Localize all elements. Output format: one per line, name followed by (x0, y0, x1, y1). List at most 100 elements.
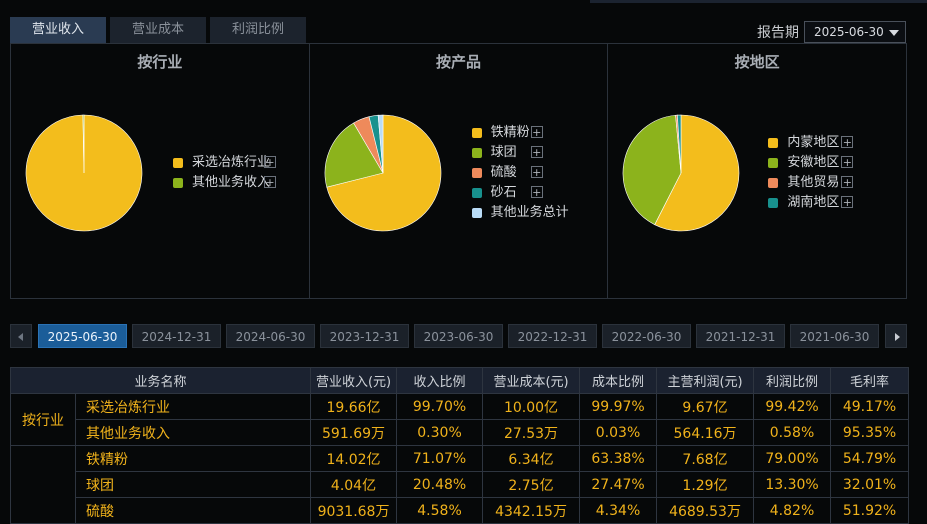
pie-slice-1[interactable] (82, 114, 85, 174)
panel-by-product: 按产品 铁精粉 + 球团 + 硫酸 + 砂石 + 其他业务总计 (310, 44, 609, 298)
table-cell: 0.03% (579, 419, 658, 446)
table-cell: 51.92% (830, 497, 910, 524)
date-button[interactable]: 2023-12-31 (320, 324, 409, 348)
table-cell: 0.58% (753, 419, 832, 446)
chevron-right-icon (895, 333, 900, 341)
table-cell: 20.48% (396, 471, 484, 498)
legend-swatch (471, 148, 482, 158)
table-cell: 54.79% (830, 445, 910, 472)
date-button[interactable]: 2021-06-30 (790, 324, 879, 348)
date-button[interactable]: 2024-12-31 (132, 324, 221, 348)
legend-label: 内蒙地区 (787, 135, 840, 150)
legend-label: 采选冶炼行业 (192, 155, 271, 170)
date-button[interactable]: 2023-06-30 (414, 324, 503, 348)
legend-swatch (173, 178, 183, 188)
pie-chart-region (623, 114, 740, 232)
table-cell: 4342.15万 (482, 497, 581, 524)
legend-swatch (768, 198, 779, 208)
table-cell: 13.30% (753, 471, 832, 498)
table-cell: 19.66亿 (310, 393, 398, 420)
column-header: 营业收入(元) (310, 367, 398, 394)
report-date-strip: 2025-06-30 2024-12-31 2024-06-30 2023-12-31… (10, 324, 907, 348)
chevron-left-icon (18, 333, 23, 341)
table-cell: 0.30% (396, 419, 484, 446)
table-cell: 63.38% (579, 445, 658, 472)
legend-swatch (768, 138, 779, 148)
pie-slice-0[interactable] (654, 114, 740, 232)
table-row: 铁精粉 14.02亿 71.07% 6.34亿 63.38% 7.68亿 79.00% 54.… (10, 445, 910, 524)
expand-plus-icon[interactable]: + (530, 166, 543, 179)
panel-by-industry: 按行业 采选冶炼行业 + 其他业务收入 + (11, 44, 310, 298)
row-group-label: 按行业 (10, 393, 76, 446)
table-cell: 4.58% (396, 497, 484, 524)
table-cell: 4689.53万 (656, 497, 755, 524)
expand-plus-icon[interactable]: + (530, 146, 543, 159)
legend-swatch (768, 178, 779, 188)
prev-dates-button[interactable] (10, 324, 32, 348)
table-cell: 4.04亿 (310, 471, 398, 498)
business-name-cell: 其他业务收入 (74, 419, 312, 446)
legend-label: 铁精粉 (490, 125, 530, 140)
legend-swatch (768, 158, 779, 168)
pie-slice-1[interactable] (324, 122, 384, 188)
expand-plus-icon[interactable]: + (841, 196, 854, 209)
next-dates-button[interactable] (885, 324, 907, 348)
column-header: 成本比例 (579, 367, 658, 394)
legend-label: 其他业务收入 (192, 175, 271, 190)
expand-plus-icon[interactable]: + (841, 176, 854, 189)
table-cell: 4.82% (753, 497, 832, 524)
table-cell: 79.00% (753, 445, 832, 472)
legend-swatch (173, 158, 183, 168)
business-name-cell: 采选冶炼行业 (74, 393, 312, 420)
report-period-select[interactable]: 2025-06-30 (804, 21, 906, 43)
table-cell: 9.67亿 (656, 393, 755, 420)
legend-label: 其他业务总计 (490, 205, 569, 220)
legend-label: 球团 (490, 145, 517, 160)
date-button[interactable]: 2022-06-30 (602, 324, 691, 348)
table-cell: 49.17% (830, 393, 910, 420)
pie-slice-0[interactable] (326, 114, 441, 232)
column-header: 业务名称 (9, 367, 312, 394)
pie-slice-3[interactable] (677, 114, 682, 174)
tab-bar: 营业收入 营业成本 利润比例 (10, 17, 306, 43)
business-name-cell: 球团 (74, 471, 312, 498)
table-cell: 9031.68万 (310, 497, 398, 524)
legend-swatch (471, 128, 482, 138)
table-cell: 99.70% (396, 393, 484, 420)
legend-label: 湖南地区 (787, 195, 840, 210)
table-row: 球团 4.04亿 20.48% 2.75亿 27.47% 1.29亿 13.30% 32.01… (11, 471, 910, 498)
date-button[interactable]: 2024-06-30 (226, 324, 315, 348)
expand-plus-icon[interactable]: + (530, 126, 543, 139)
pie-slice-4[interactable] (377, 114, 383, 174)
tab-revenue[interactable]: 营业收入 (10, 17, 106, 43)
tab-cost[interactable]: 营业成本 (110, 17, 206, 43)
pie-title: 按产品 (436, 53, 482, 71)
date-button[interactable]: 2022-12-31 (508, 324, 597, 348)
chevron-down-icon (889, 30, 899, 36)
column-header: 营业成本(元) (482, 367, 581, 394)
pie-title: 按地区 (734, 53, 780, 71)
legend-swatch (471, 188, 482, 198)
expand-plus-icon[interactable]: + (530, 186, 543, 199)
column-header: 主营利润(元) (656, 367, 755, 394)
table-cell: 32.01% (830, 471, 910, 498)
legend-swatch (471, 208, 482, 218)
panel-by-region: 按地区 内蒙地区 + 安徽地区 + 其他贸易 + 湖南地区 + (608, 44, 906, 298)
table-cell: 27.47% (579, 471, 658, 498)
table-cell: 14.02亿 (310, 445, 398, 472)
expand-plus-icon[interactable]: + (841, 136, 854, 149)
date-button[interactable]: 2025-06-30 (38, 324, 127, 348)
expand-plus-icon[interactable]: + (264, 176, 276, 189)
table-cell: 71.07% (396, 445, 484, 472)
column-header: 收入比例 (396, 367, 484, 394)
legend-label: 安徽地区 (787, 155, 840, 170)
expand-plus-icon[interactable]: + (264, 156, 276, 169)
expand-plus-icon[interactable]: + (841, 156, 854, 169)
pie-slice-1[interactable] (623, 114, 682, 226)
pie-title: 按行业 (137, 53, 183, 71)
tab-profit-ratio[interactable]: 利润比例 (210, 17, 306, 43)
table-cell: 4.34% (579, 497, 658, 524)
table-cell: 99.42% (753, 393, 832, 420)
column-header: 利润比例 (753, 367, 832, 394)
date-button[interactable]: 2021-12-31 (696, 324, 785, 348)
